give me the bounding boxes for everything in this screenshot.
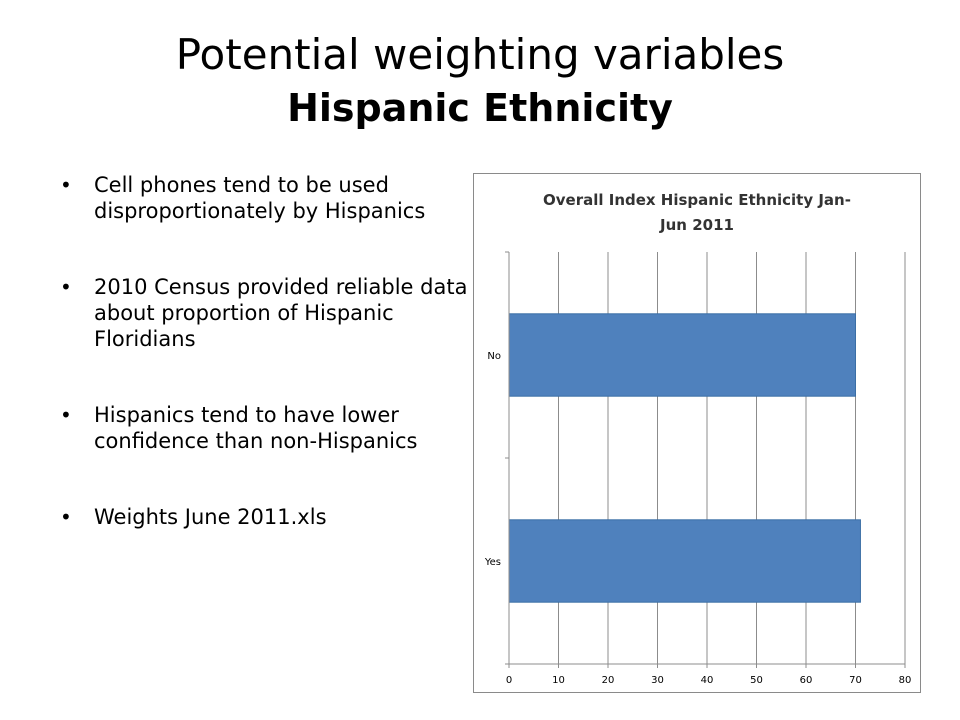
- chart-svg: Overall Index Hispanic Ethnicity Jan- Ju…: [484, 191, 912, 686]
- x-tick-label: 40: [701, 675, 714, 686]
- bars: [508, 313, 861, 603]
- bullet-item: Weights June 2011.xls: [60, 504, 470, 530]
- x-tick-label: 70: [849, 675, 862, 686]
- slide-title: Potential weighting variables Hispanic E…: [0, 28, 960, 134]
- slide-title-sub: Hispanic Ethnicity: [287, 86, 673, 130]
- x-tick-label: 30: [651, 675, 664, 686]
- bar-no: [508, 313, 856, 397]
- x-tick-label: 10: [552, 675, 565, 686]
- x-tick-label: 50: [750, 675, 763, 686]
- bullet-list: Cell phones tend to be used disproportio…: [60, 172, 470, 580]
- bar-yes: [508, 519, 861, 603]
- y-category-label: No: [487, 351, 501, 362]
- chart-title: Jun 2011: [659, 216, 734, 234]
- x-tick-label: 0: [506, 675, 512, 686]
- x-tick-label: 80: [899, 675, 912, 686]
- chart-title: Overall Index Hispanic Ethnicity Jan-: [543, 191, 851, 209]
- x-tick-label: 60: [800, 675, 813, 686]
- slide-title-main: Potential weighting variables: [175, 30, 785, 79]
- bullet-item: Cell phones tend to be used disproportio…: [60, 172, 470, 224]
- axes: 0 10 20 30 40 50 60 70 80 No Yes: [484, 251, 912, 686]
- x-tick-label: 20: [602, 675, 615, 686]
- y-category-label: Yes: [484, 557, 501, 568]
- bar-chart: Overall Index Hispanic Ethnicity Jan- Ju…: [473, 173, 921, 693]
- bullet-item: Hispanics tend to have lower confidence …: [60, 402, 470, 454]
- bullet-item: 2010 Census provided reliable data about…: [60, 274, 470, 352]
